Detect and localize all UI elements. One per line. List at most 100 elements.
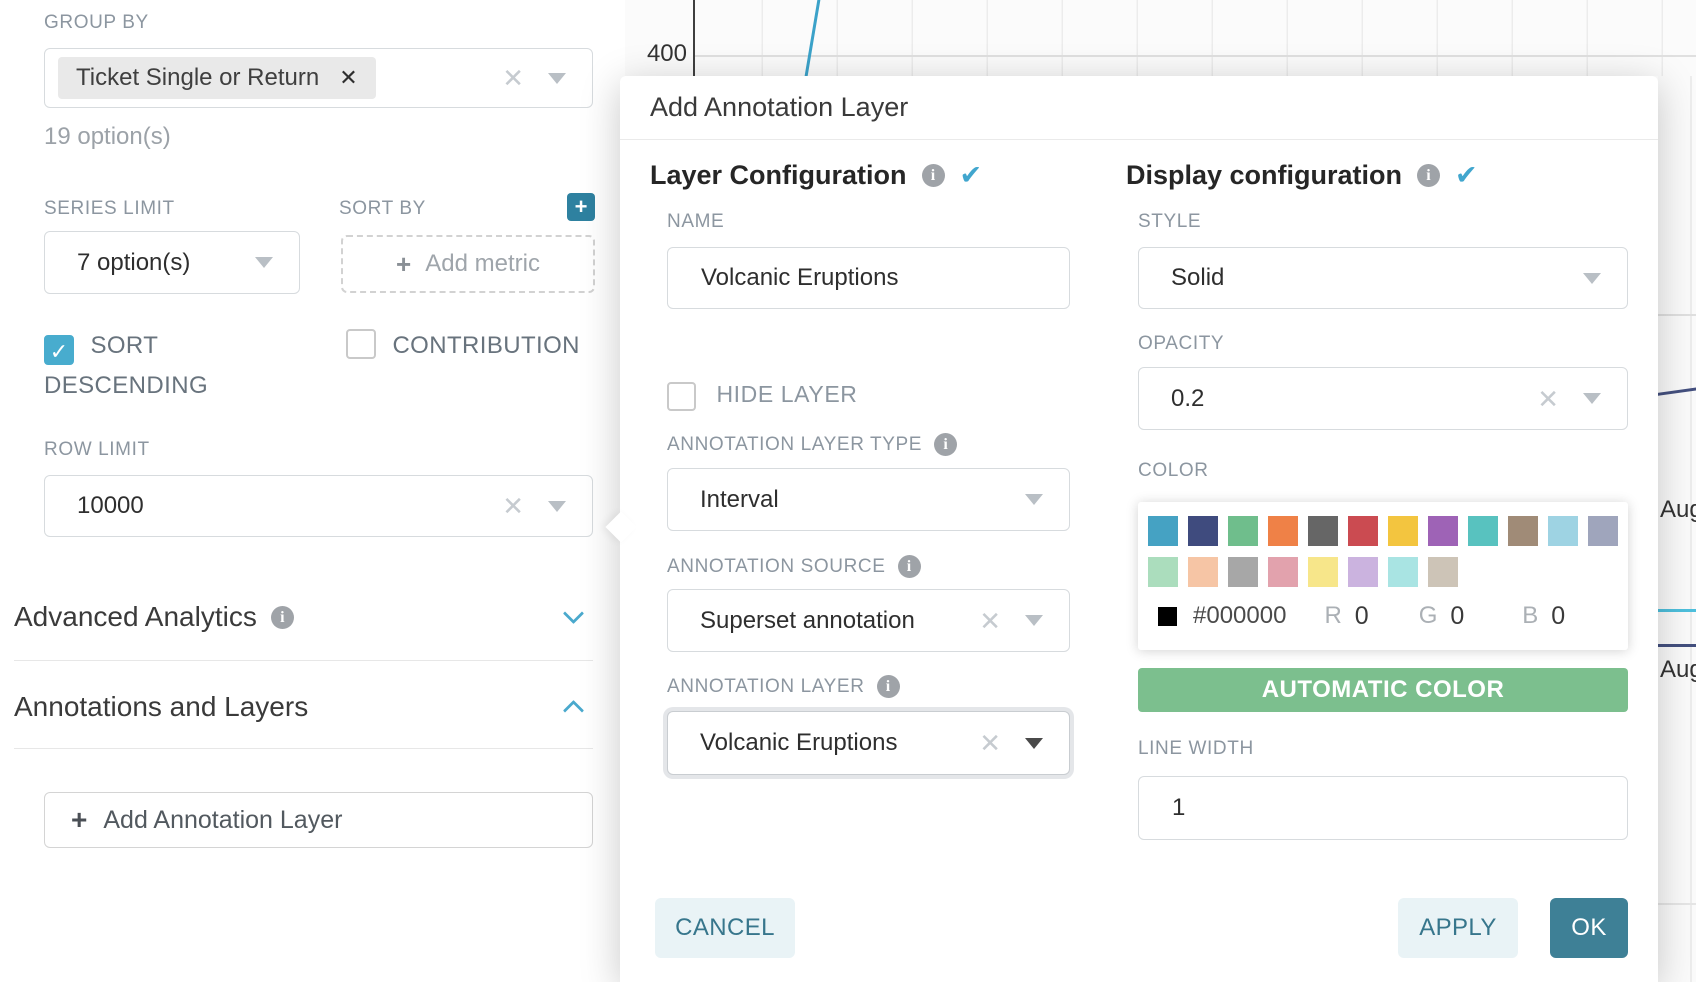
r-value[interactable]: 0 [1354, 601, 1369, 630]
annotation-layer-label-row: ANNOTATION LAYER i [667, 675, 900, 698]
clear-icon[interactable]: ✕ [1537, 383, 1559, 414]
swatch-row-1 [1148, 516, 1618, 546]
sort-descending-row[interactable]: ✓ SORT DESCENDING [44, 327, 274, 407]
annotation-layer-select[interactable]: Volcanic Eruptions ✕ [667, 711, 1070, 775]
x-axis-label-aug-1: Aug [1660, 496, 1696, 523]
clear-icon[interactable]: ✕ [979, 605, 1001, 636]
info-icon[interactable]: i [897, 555, 921, 578]
clear-icon[interactable]: ✕ [502, 491, 524, 521]
contribution-row[interactable]: CONTRIBUTION [346, 327, 766, 367]
info-icon[interactable]: i [876, 675, 900, 698]
hide-layer-row[interactable]: HIDE LAYER [667, 381, 858, 411]
color-swatch[interactable] [1188, 516, 1218, 546]
series-limit-select[interactable]: 7 option(s) [44, 231, 300, 294]
color-swatch[interactable] [1468, 516, 1498, 546]
contribution-checkbox[interactable] [346, 329, 376, 359]
chart-y-axis [693, 0, 695, 76]
chevron-down-icon[interactable] [1025, 494, 1043, 505]
add-annotation-layer-button[interactable]: + Add Annotation Layer [44, 792, 593, 848]
clear-icon[interactable]: ✕ [502, 63, 524, 93]
g-value[interactable]: 0 [1450, 601, 1465, 630]
series-limit-value: 7 option(s) [77, 248, 191, 276]
add-metric-button[interactable]: + Add metric [341, 235, 595, 293]
color-swatch[interactable] [1388, 516, 1418, 546]
r-label: R [1324, 602, 1342, 629]
line-width-input[interactable] [1138, 776, 1628, 840]
add-metric-placeholder: Add metric [425, 250, 540, 277]
add-annotation-layer-button-label: Add Annotation Layer [103, 805, 343, 834]
color-swatch[interactable] [1268, 516, 1298, 546]
hide-layer-checkbox[interactable] [667, 382, 696, 411]
apply-button[interactable]: APPLY [1398, 898, 1518, 958]
display-configuration-heading-row: Display configuration i ✔ [1126, 160, 1478, 191]
chevron-down-icon[interactable] [1583, 272, 1601, 284]
hide-layer-label: HIDE LAYER [716, 381, 858, 407]
color-swatch[interactable] [1428, 516, 1458, 546]
group-by-tag[interactable]: Ticket Single or Return ✕ [58, 57, 376, 99]
info-icon[interactable]: i [1417, 164, 1441, 187]
hex-value[interactable]: #000000 [1193, 602, 1287, 629]
group-by-select[interactable]: Ticket Single or Return ✕ ✕ [44, 48, 593, 108]
cancel-button[interactable]: CANCEL [655, 898, 795, 958]
info-icon[interactable]: i [934, 433, 958, 456]
b-label: B [1522, 602, 1539, 629]
row-limit-value: 10000 [77, 492, 144, 519]
color-swatch[interactable] [1148, 516, 1178, 546]
chevron-down-icon[interactable] [548, 72, 566, 84]
ok-button[interactable]: OK [1550, 898, 1628, 958]
chevron-down-icon[interactable] [255, 257, 273, 268]
navy-line-segment-2 [1658, 644, 1696, 647]
color-swatch[interactable] [1148, 557, 1178, 587]
color-swatch[interactable] [1588, 516, 1618, 546]
color-picker-panel: #000000 R 0 G 0 B 0 [1138, 502, 1628, 650]
color-swatch[interactable] [1308, 516, 1338, 546]
chart-vertical-gridlines [688, 0, 1696, 76]
annotations-layers-header[interactable]: Annotations and Layers [14, 691, 308, 723]
annotation-layer-type-select[interactable]: Interval [667, 468, 1070, 531]
chevron-down-icon[interactable] [1583, 393, 1601, 404]
add-metric-plus-button[interactable]: + [567, 193, 595, 221]
automatic-color-button[interactable]: AUTOMATIC COLOR [1138, 668, 1628, 712]
chevron-up-icon[interactable] [562, 699, 585, 722]
color-swatch[interactable] [1188, 557, 1218, 587]
name-input[interactable] [667, 247, 1070, 309]
color-swatch[interactable] [1268, 557, 1298, 587]
chevron-down-icon[interactable] [548, 500, 566, 512]
b-value[interactable]: 0 [1551, 601, 1566, 630]
x-axis-label-aug-2: Aug [1660, 656, 1696, 683]
tag-remove-icon[interactable]: ✕ [339, 65, 358, 90]
color-swatch[interactable] [1228, 557, 1258, 587]
clear-icon[interactable]: ✕ [979, 728, 1001, 758]
color-swatch[interactable] [1348, 557, 1378, 587]
annotation-source-label: ANNOTATION SOURCE [667, 555, 886, 577]
annotation-source-select[interactable]: Superset annotation ✕ [667, 589, 1070, 652]
advanced-analytics-title: Advanced Analytics [14, 601, 257, 632]
style-label: STYLE [1138, 211, 1202, 232]
chevron-down-icon[interactable] [1025, 615, 1043, 626]
chevron-down-icon[interactable] [562, 602, 585, 625]
opacity-select[interactable]: 0.2 ✕ [1138, 367, 1628, 430]
section-divider [14, 748, 593, 749]
chevron-down-icon[interactable] [1025, 737, 1043, 749]
color-swatch[interactable] [1308, 557, 1338, 587]
sort-descending-checkbox[interactable]: ✓ [44, 335, 74, 365]
info-icon[interactable]: i [921, 164, 945, 187]
color-swatch[interactable] [1428, 557, 1458, 587]
color-hex-row: #000000 R 0 G 0 B 0 [1158, 598, 1565, 634]
color-swatch[interactable] [1548, 516, 1578, 546]
opacity-value: 0.2 [1171, 384, 1205, 412]
color-swatch[interactable] [1388, 557, 1418, 587]
style-select[interactable]: Solid [1138, 247, 1628, 309]
chart-vertical-gridline [1690, 76, 1692, 982]
y-axis-tick-400: 400 [646, 40, 687, 67]
advanced-analytics-header[interactable]: Advanced Analytics i [14, 601, 294, 633]
color-swatch[interactable] [1228, 516, 1258, 546]
series-limit-label: SERIES LIMIT [44, 198, 175, 219]
plus-icon: + [71, 804, 88, 835]
line-width-label: LINE WIDTH [1138, 738, 1254, 759]
swatch-row-2 [1148, 557, 1458, 587]
color-swatch[interactable] [1508, 516, 1538, 546]
row-limit-select[interactable]: 10000 ✕ [44, 475, 593, 537]
color-swatch[interactable] [1348, 516, 1378, 546]
